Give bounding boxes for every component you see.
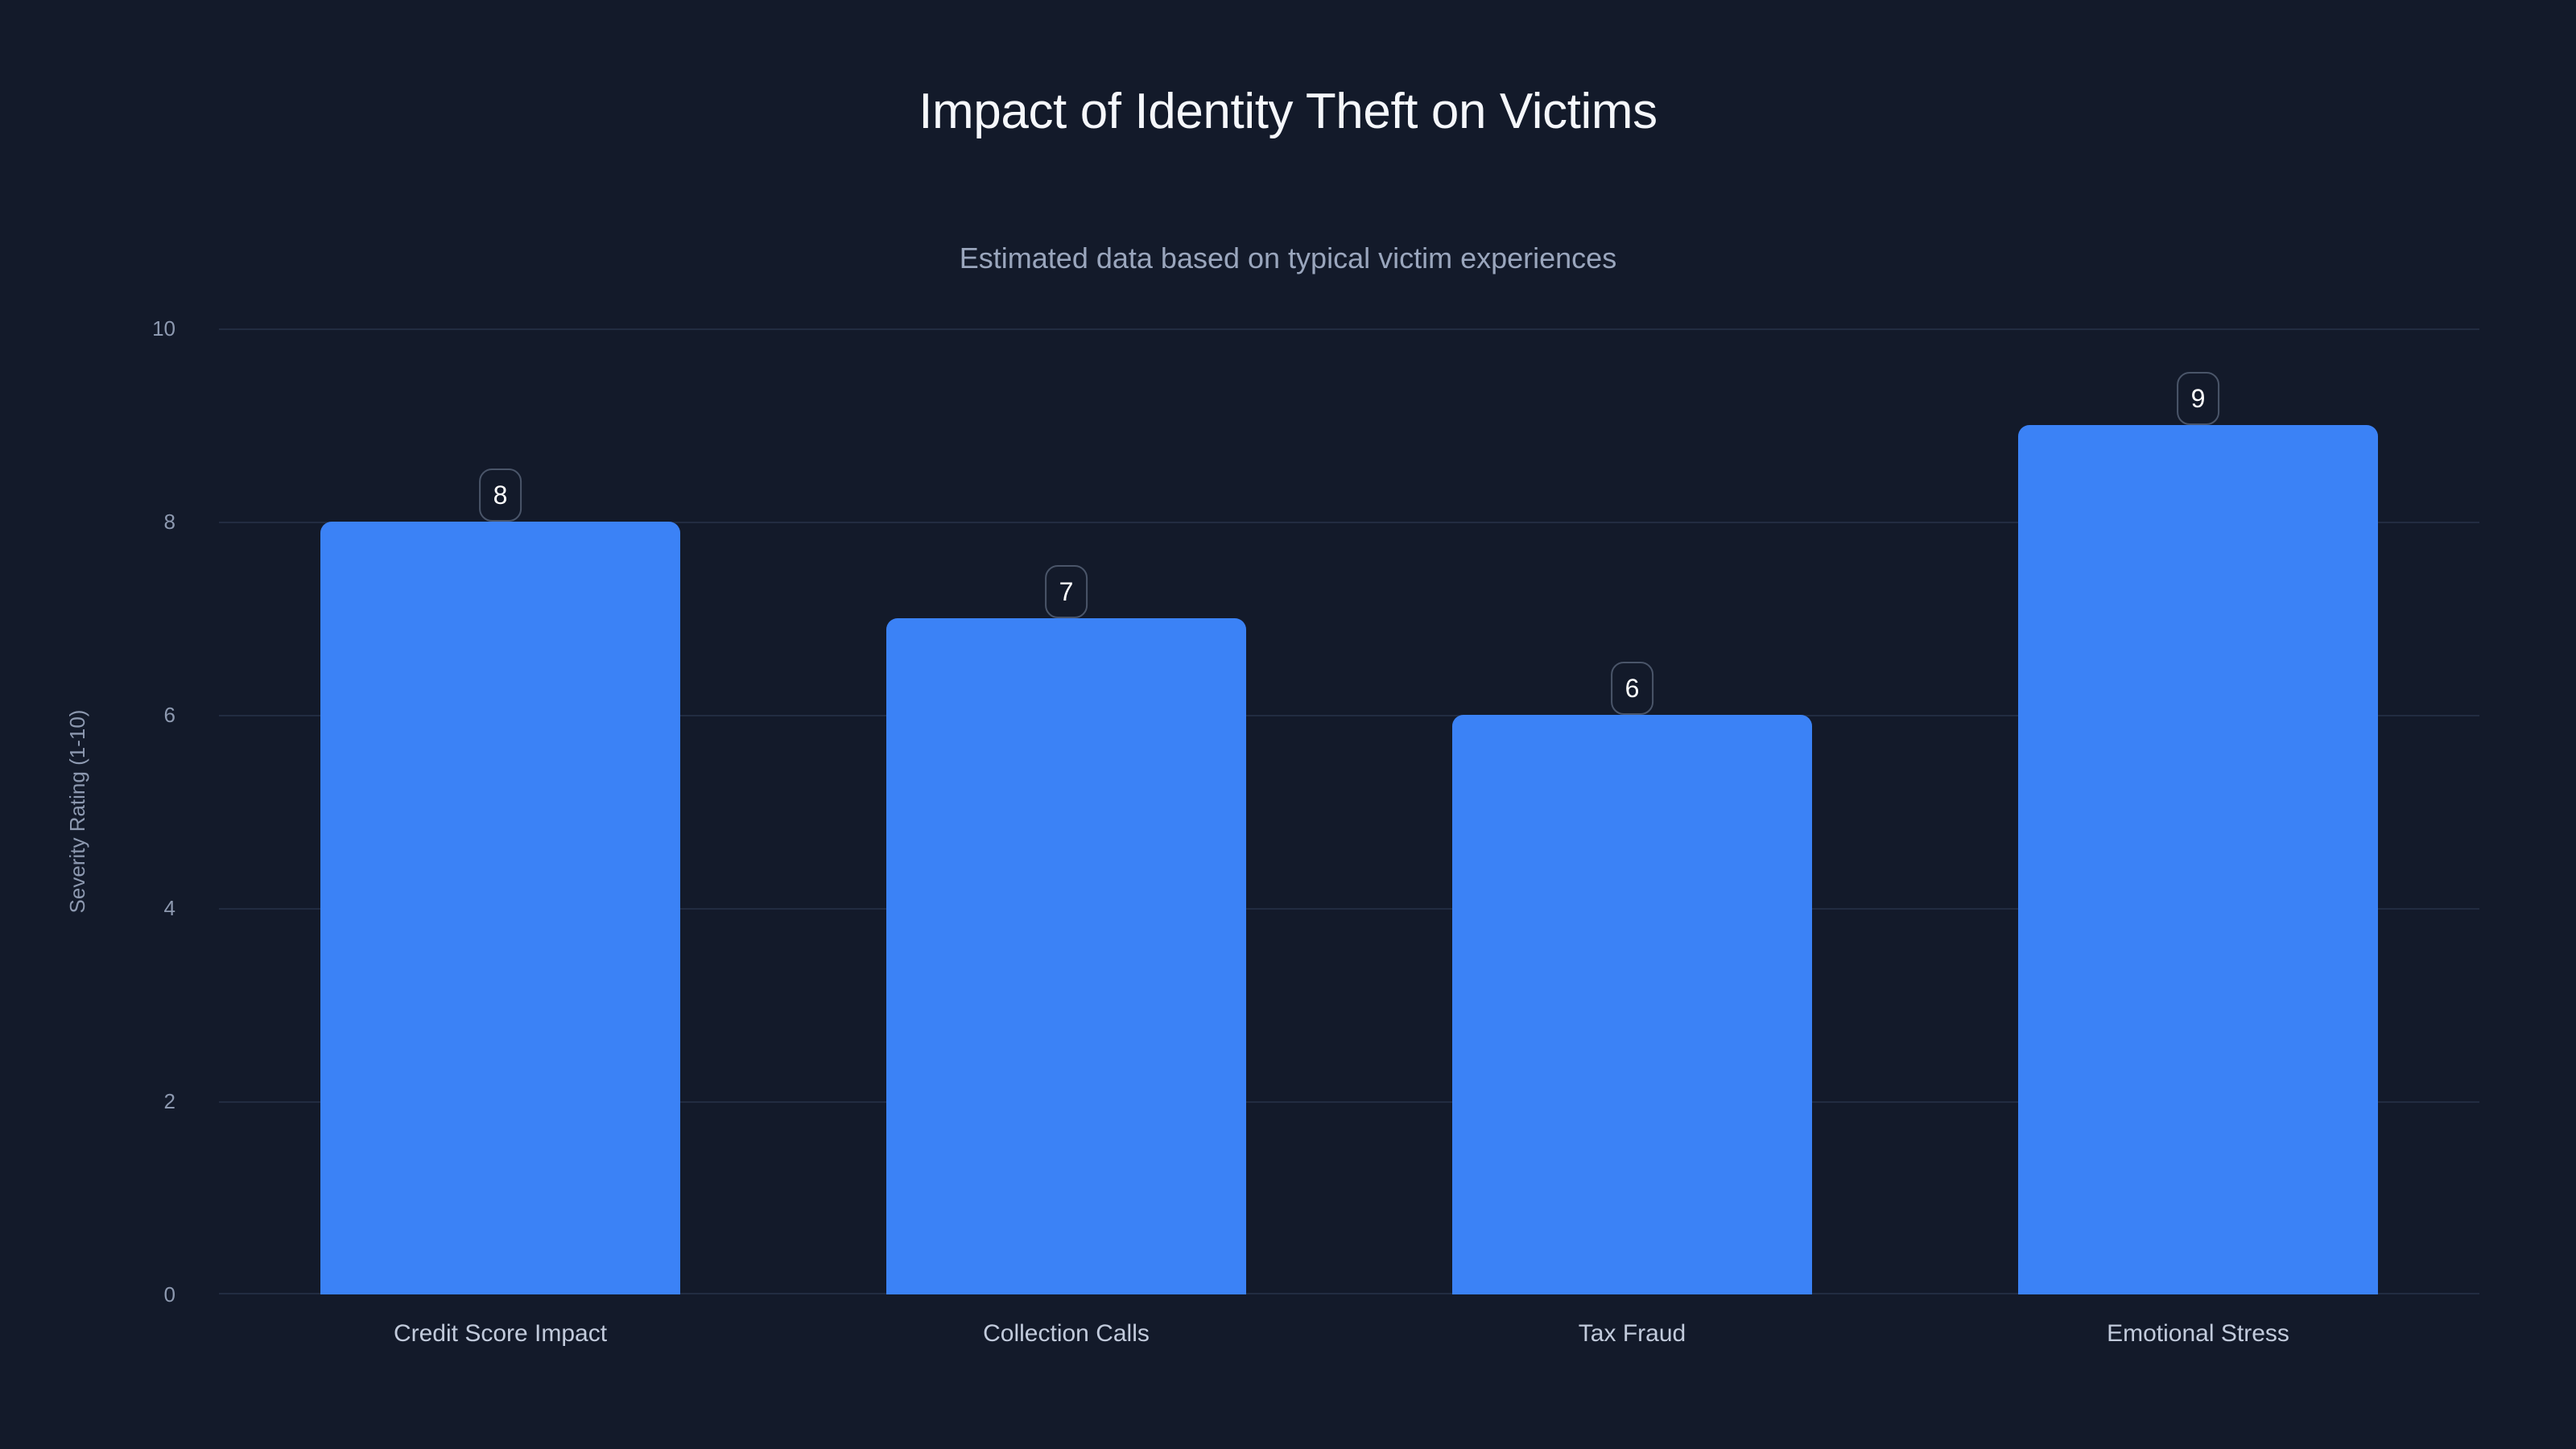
y-tick-8: 8 (163, 510, 175, 534)
plot-area (219, 328, 2479, 1294)
value-badge-collection-calls: 7 (1044, 565, 1088, 618)
gridline-6 (219, 715, 2479, 716)
x-tick-credit-score-impact: Credit Score Impact (393, 1320, 608, 1347)
y-tick-0: 0 (163, 1282, 175, 1307)
x-tick-collection-calls: Collection Calls (983, 1320, 1150, 1347)
gridline-8 (219, 522, 2479, 523)
y-tick-10: 10 (152, 316, 175, 341)
gridline-10 (219, 328, 2479, 330)
bar-emotional-stress[interactable] (2018, 425, 2378, 1294)
value-badge-emotional-stress: 9 (2176, 372, 2220, 425)
bar-collection-calls[interactable] (886, 618, 1246, 1294)
chart-title: Impact of Identity Theft on Victims (919, 84, 1657, 139)
x-axis-labels: Credit Score Impact Collection Calls Tax… (219, 1322, 2479, 1360)
x-tick-emotional-stress: Emotional Stress (2107, 1320, 2289, 1347)
value-badge-credit-score-impact: 8 (478, 469, 522, 522)
bar-credit-score-impact[interactable] (320, 522, 680, 1294)
bar-tax-fraud[interactable] (1452, 715, 1812, 1294)
gridline-4 (219, 908, 2479, 910)
y-tick-2: 2 (163, 1089, 175, 1113)
value-badge-tax-fraud: 6 (1610, 662, 1654, 715)
x-axis-baseline (219, 1293, 2479, 1294)
chart-subtitle: Estimated data based on typical victim e… (959, 242, 1617, 275)
x-tick-tax-fraud: Tax Fraud (1578, 1320, 1686, 1347)
gridline-2 (219, 1101, 2479, 1103)
bars-layer: 8 7 6 9 (219, 328, 2479, 1294)
y-tick-4: 4 (163, 896, 175, 920)
y-tick-6: 6 (163, 703, 175, 727)
y-axis-ticks: 10 8 6 4 2 0 (0, 318, 201, 1305)
